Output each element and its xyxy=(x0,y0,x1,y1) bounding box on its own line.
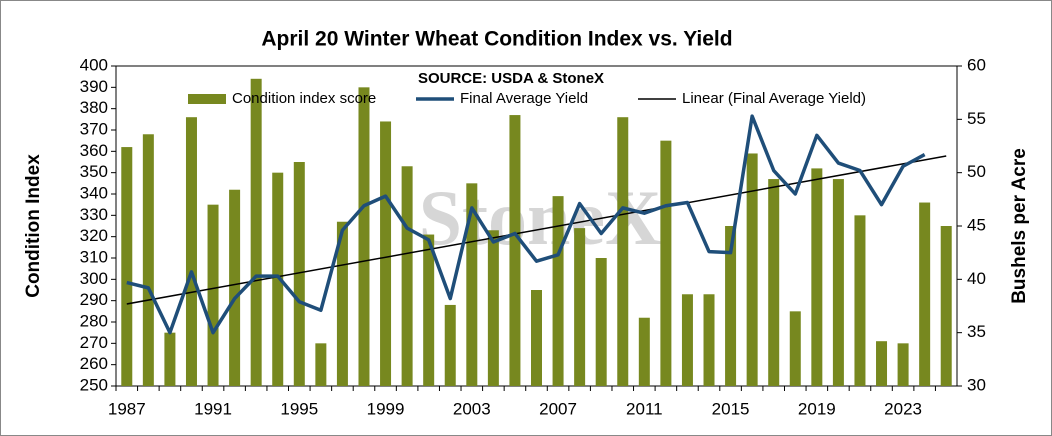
bar xyxy=(358,87,370,386)
y2-tick-label: 60 xyxy=(967,55,986,74)
y-tick-label: 310 xyxy=(80,247,108,266)
bar xyxy=(660,140,672,386)
bar xyxy=(617,117,629,386)
y-tick-label: 360 xyxy=(80,141,108,160)
bar xyxy=(854,215,866,386)
x-tick-label: 2007 xyxy=(539,399,577,418)
bar xyxy=(401,166,413,386)
y-tick-label: 390 xyxy=(80,77,108,96)
bar xyxy=(142,134,154,386)
trend-line xyxy=(126,155,947,305)
y-tick-label: 270 xyxy=(80,333,108,352)
y-tick-label: 290 xyxy=(80,290,108,309)
legend-swatch xyxy=(188,94,226,104)
bar xyxy=(185,117,197,386)
bar xyxy=(876,341,888,386)
bar xyxy=(725,226,737,386)
y-tick-label: 400 xyxy=(80,55,108,74)
bar xyxy=(832,179,844,386)
bar xyxy=(919,202,931,386)
x-tick-label: 1999 xyxy=(367,399,405,418)
y-tick-label: 340 xyxy=(80,183,108,202)
bar xyxy=(207,204,219,386)
x-tick-label: 1995 xyxy=(280,399,318,418)
y-tick-label: 250 xyxy=(80,375,108,394)
bar xyxy=(272,172,284,386)
x-tick-label: 2011 xyxy=(626,399,663,418)
bar xyxy=(509,115,521,387)
x-tick-label: 1987 xyxy=(108,399,146,418)
bar xyxy=(336,221,348,386)
y2-tick-label: 45 xyxy=(967,215,986,234)
bar xyxy=(574,228,586,386)
bar xyxy=(380,121,392,386)
y-tick-label: 280 xyxy=(80,311,108,330)
bar xyxy=(638,317,650,386)
y2-axis-label: Bushels per Acre xyxy=(1009,148,1030,304)
bar xyxy=(466,183,478,386)
chart-title: April 20 Winter Wheat Condition Index vs… xyxy=(261,28,732,51)
bar xyxy=(746,153,758,386)
bar xyxy=(444,304,456,386)
y2-tick-label: 50 xyxy=(967,162,986,181)
x-tick-label: 2019 xyxy=(798,399,836,418)
y-tick-label: 350 xyxy=(80,162,108,181)
y2-tick-label: 40 xyxy=(967,269,986,288)
bar xyxy=(595,258,607,386)
y-tick-label: 320 xyxy=(80,226,108,245)
legend-label: Condition index score xyxy=(232,90,376,107)
y-tick-label: 370 xyxy=(80,119,108,138)
yield-line xyxy=(126,114,926,335)
y-tick-label: 380 xyxy=(80,98,108,117)
bar xyxy=(552,196,564,386)
legend-label: Final Average Yield xyxy=(460,90,588,107)
bar xyxy=(487,230,499,386)
x-tick-label: 1991 xyxy=(194,399,232,418)
bar xyxy=(229,189,241,386)
x-tick-label: 2003 xyxy=(453,399,491,418)
bar xyxy=(121,147,133,386)
y2-tick-label: 55 xyxy=(967,109,986,128)
bar xyxy=(897,343,909,386)
bar xyxy=(293,162,305,386)
y-tick-label: 330 xyxy=(80,205,108,224)
bar xyxy=(315,343,327,386)
bar xyxy=(250,78,262,387)
bar xyxy=(703,294,715,386)
bar xyxy=(164,332,176,386)
legend-label: Linear (Final Average Yield) xyxy=(682,90,866,107)
x-tick-label: 2023 xyxy=(884,399,922,418)
bar xyxy=(811,168,823,386)
y-tick-label: 300 xyxy=(80,269,108,288)
x-tick-label: 2015 xyxy=(712,399,750,418)
chart-subtitle: SOURCE: USDA & StoneX xyxy=(418,70,604,87)
y-tick-label: 260 xyxy=(80,354,108,373)
bar xyxy=(531,290,542,386)
bar xyxy=(423,234,435,386)
y2-tick-label: 30 xyxy=(967,375,986,394)
bar xyxy=(940,226,952,386)
y2-tick-label: 35 xyxy=(967,322,986,341)
bar xyxy=(768,179,780,386)
bar xyxy=(789,311,801,386)
bar xyxy=(681,294,693,386)
y-axis-label: Condition Index xyxy=(23,154,44,298)
